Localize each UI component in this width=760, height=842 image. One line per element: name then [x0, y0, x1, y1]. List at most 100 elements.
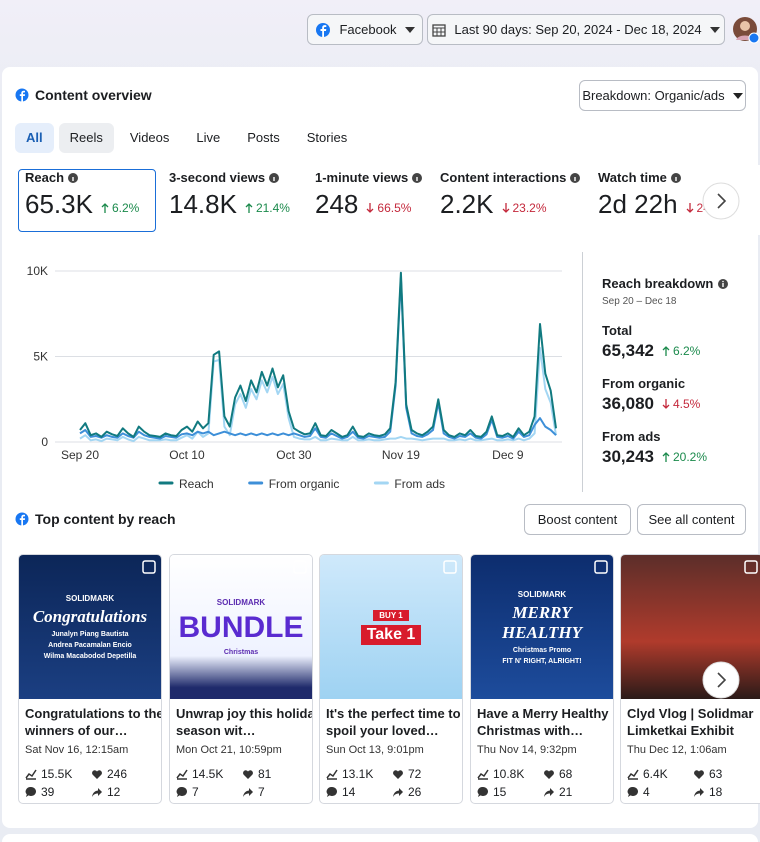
thumbnail-text: SOLIDMARK	[517, 589, 567, 599]
change-arrow	[366, 203, 374, 213]
tab[interactable]: Posts	[247, 130, 280, 145]
change-value: 20.2%	[673, 450, 708, 464]
post-date: Mon Oct 21, 10:59pm	[176, 744, 282, 756]
glyph	[393, 788, 403, 797]
thumbnail-text: FIT N' RIGHT, ALRIGHT!	[502, 657, 582, 665]
reach-icon	[477, 769, 489, 780]
info-icon	[412, 172, 423, 183]
metric: Reach 65.3K 6.2%	[25, 170, 139, 220]
tab[interactable]: Stories	[306, 130, 348, 145]
reach-chart: 0 5K 10K Sep 20 Oct 10 Oct 30 Nov 19 Dec 9 Reach…	[27, 264, 562, 491]
tab-bar: All Reels Videos Live Posts Stories	[15, 123, 358, 153]
post-title: Have a Merry Healthy Christmas with…	[477, 706, 609, 738]
breakdown-date: Sep 20 – Dec 18	[602, 296, 677, 307]
tab[interactable]: All	[15, 123, 54, 153]
breakdown-heading: Reach breakdown	[602, 276, 729, 291]
arrow	[686, 203, 693, 213]
metric-value-row: 14.8K 21.4%	[169, 189, 290, 220]
x-tick-label: Nov 19	[382, 448, 420, 462]
bar	[675, 176, 677, 181]
metric-value: 2.2K	[440, 189, 494, 219]
metric-name: Content interactions	[440, 170, 567, 185]
comments-icon	[25, 786, 36, 797]
post-stat: 7	[242, 785, 265, 799]
x-tick-label: Sep 20	[61, 448, 99, 462]
comments-icon	[627, 786, 638, 797]
media-icon	[443, 560, 457, 574]
tab[interactable]: Videos	[129, 130, 170, 145]
glyph	[243, 770, 253, 779]
post-card[interactable]: SOLIDMARK BUNDLE Christmas Unwrap joy this …	[169, 554, 313, 804]
post-stat: 14	[326, 785, 355, 799]
post-card[interactable]: SOLIDMARK Congratulations Junalyn Piang Ba…	[18, 554, 162, 804]
metric-value: 2d 22h	[598, 189, 678, 219]
glyph	[477, 786, 488, 797]
post-card[interactable]: SOLIDMARK MERRY HEALTHY Christmas Promo FIT…	[470, 554, 614, 804]
change-value: 6.2%	[673, 344, 701, 358]
metric-change: 66.5%	[366, 201, 411, 215]
tab[interactable]: Live	[196, 130, 221, 145]
arrow	[662, 399, 670, 409]
comments-icon	[176, 786, 187, 797]
series-line	[79, 271, 557, 438]
breakdown-change: 4.5%	[662, 397, 700, 411]
y-tick-label: 10K	[27, 264, 48, 278]
metric-name: 1-minute views	[315, 170, 409, 185]
facebook-icon	[15, 512, 29, 526]
boost-button[interactable]: Boost content	[524, 504, 631, 535]
x-tick-label: Dec 9	[492, 448, 524, 462]
breakdown-label: Breakdown: Organic/ads	[582, 88, 725, 103]
change-arrow	[502, 203, 509, 213]
metric-name: Watch time	[598, 170, 667, 185]
date-range-selector[interactable]: Last 90 days: Sep 20, 2024 - Dec 18, 202…	[427, 14, 725, 45]
platform-selector[interactable]: Facebook	[307, 14, 423, 45]
glyph	[176, 786, 187, 797]
reach-value: 14.5K	[192, 767, 224, 781]
bar	[273, 176, 275, 181]
reach-icon	[627, 769, 639, 780]
thumbnail-text: SOLIDMARK	[216, 598, 266, 607]
shares-icon	[243, 788, 253, 797]
arrow	[662, 452, 670, 462]
reactions-value: 63	[709, 767, 723, 781]
arrow	[502, 203, 509, 213]
info-icon	[68, 172, 79, 183]
glyph	[92, 788, 102, 797]
post-card[interactable]: BUY 1 Take 1 It's the perfect time to spoi…	[319, 554, 463, 804]
breakdown-value: 36,080	[602, 394, 654, 413]
avatar[interactable]	[732, 16, 760, 44]
change-value: 4.5%	[673, 397, 701, 411]
post-stat: 246	[91, 767, 127, 781]
glyph	[393, 770, 403, 779]
breakdown-dropdown[interactable]: Breakdown: Organic/ads	[579, 80, 746, 111]
post-date: Sun Oct 13, 9:01pm	[326, 744, 424, 756]
info-icon	[718, 278, 729, 289]
reactions-value: 72	[408, 767, 422, 781]
next-button[interactable]	[702, 661, 740, 699]
next-button[interactable]	[702, 182, 740, 220]
metric-label: 3-second views	[169, 170, 290, 185]
reactions-value: 246	[107, 767, 128, 781]
post-stat: 81	[242, 767, 271, 781]
post-stat: 7	[176, 785, 199, 799]
see-all-button[interactable]: See all content	[637, 504, 746, 535]
metric-value-row: 2.2K 23.2%	[440, 189, 580, 220]
change-value: 6.2%	[111, 201, 140, 215]
thumbnail-text: Junalyn Piang Bautista	[51, 631, 129, 638]
post-stat: 4	[627, 785, 650, 799]
post-thumbnail: SOLIDMARK MERRY HEALTHY Christmas Promo FIT…	[471, 555, 613, 699]
breakdown-value: 30,243	[602, 447, 654, 466]
reach-value: 10.8K	[493, 767, 525, 781]
post-stat: 6.4K	[627, 767, 668, 781]
glyph	[25, 769, 37, 780]
post-stat: 12	[91, 785, 120, 799]
change-arrow	[662, 452, 670, 462]
tab[interactable]: Reels	[58, 123, 114, 153]
reach-icon	[25, 769, 37, 780]
reach-icon	[326, 769, 338, 780]
glyph	[326, 786, 337, 797]
shares-value: 26	[408, 785, 422, 799]
glyph	[694, 770, 704, 779]
glyph	[694, 788, 704, 797]
